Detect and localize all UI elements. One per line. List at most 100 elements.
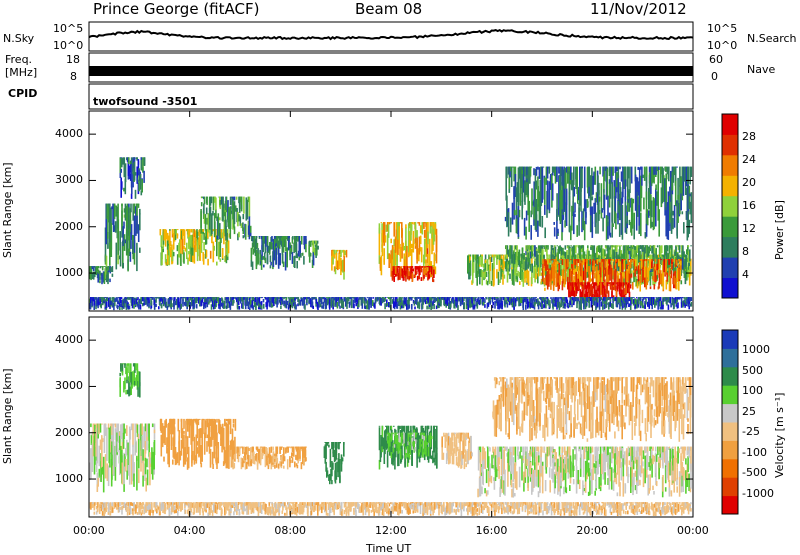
data-cell-power — [545, 297, 547, 300]
data-cell-power — [411, 222, 414, 225]
data-cell-power — [217, 213, 220, 232]
data-cell-power — [506, 297, 508, 301]
data-cell-velocity — [124, 363, 126, 366]
data-cell-power — [138, 304, 140, 310]
data-cell-power — [560, 198, 562, 222]
data-cell-power — [143, 297, 145, 302]
data-cell-power — [432, 297, 434, 299]
data-cell-velocity — [142, 475, 144, 487]
data-cell-velocity — [253, 455, 256, 465]
data-cell-velocity — [206, 418, 209, 427]
data-cell-power — [498, 260, 501, 271]
data-cell-power — [392, 300, 395, 309]
data-cell-power — [156, 297, 158, 299]
data-cell-power — [188, 298, 190, 306]
data-cell-power — [642, 297, 645, 301]
data-cell-power — [315, 240, 317, 246]
data-cell-velocity — [232, 423, 235, 428]
data-cell-power — [128, 157, 130, 165]
data-cell-velocity — [255, 453, 257, 461]
nsky-trace — [88, 28, 694, 41]
data-cell-power — [617, 166, 620, 179]
data-cell-power — [579, 266, 581, 281]
data-cell-power — [142, 157, 144, 171]
data-cell-power — [258, 236, 261, 239]
data-cell-power — [340, 297, 343, 301]
data-cell-power — [230, 297, 233, 306]
data-cell-power — [588, 297, 590, 303]
data-cell-power — [129, 251, 132, 262]
data-cell-power — [395, 266, 397, 274]
data-cell-power — [438, 297, 440, 302]
data-cell-power — [203, 213, 206, 224]
data-cell-power — [91, 272, 94, 280]
data-cell-power — [370, 297, 373, 305]
data-cell-power — [113, 203, 116, 220]
data-cell-power — [636, 249, 639, 254]
data-cell-power — [131, 297, 134, 303]
data-cell-velocity — [225, 418, 228, 422]
data-cell-power — [667, 304, 670, 310]
data-cell-power — [530, 166, 532, 168]
data-cell-power — [214, 196, 216, 203]
data-cell-power — [90, 273, 92, 281]
data-cell-power — [492, 301, 494, 306]
data-cell-power — [552, 303, 554, 310]
data-cell-power — [111, 297, 114, 300]
data-cell-power — [418, 222, 421, 226]
data-cell-power — [538, 191, 541, 226]
data-cell-velocity — [120, 424, 122, 439]
data-cell-power — [546, 264, 549, 270]
data-cell-power — [589, 175, 592, 206]
data-cell-power — [368, 301, 370, 310]
data-cell-power — [560, 166, 562, 176]
data-cell-power — [594, 252, 596, 264]
data-cell-power — [558, 166, 560, 174]
data-cell-power — [124, 297, 127, 300]
data-cell-power — [687, 166, 689, 184]
data-cell-power — [573, 297, 575, 299]
data-cell-power — [411, 273, 414, 282]
data-cell-power — [599, 290, 601, 302]
data-cell-power — [390, 222, 392, 224]
data-cell-power — [123, 187, 125, 192]
data-cell-power — [665, 279, 668, 290]
data-cell-power — [502, 272, 504, 285]
data-cell-power — [285, 297, 288, 301]
data-cell-velocity — [139, 371, 141, 387]
data-cell-power — [645, 191, 648, 231]
data-cell-power — [417, 301, 419, 309]
data-cell-power — [385, 297, 387, 299]
data-cell-velocity — [232, 440, 235, 447]
data-cell-power — [601, 282, 604, 293]
data-cell-velocity — [187, 418, 189, 432]
data-cell-power — [664, 245, 666, 256]
data-cell-power — [662, 304, 664, 310]
data-cell-power — [576, 259, 578, 268]
data-cell-power — [672, 166, 675, 183]
data-cell-power — [597, 270, 599, 289]
data-cell-power — [199, 234, 202, 252]
data-cell-power — [412, 249, 415, 253]
data-cell-power — [570, 245, 572, 247]
data-cell-velocity — [128, 386, 131, 396]
data-cell-power — [388, 253, 390, 268]
data-cell-power — [512, 251, 515, 268]
data-cell-power — [132, 173, 134, 188]
data-cell-power — [627, 259, 629, 266]
data-cell-power — [247, 301, 250, 309]
data-cell-power — [491, 297, 494, 300]
data-cell-power — [682, 250, 684, 263]
data-cell-power — [379, 297, 381, 299]
data-cell-power — [269, 242, 271, 251]
data-cell-power — [401, 228, 403, 259]
data-cell-power — [534, 260, 536, 267]
data-cell-power — [433, 252, 436, 271]
data-cell-power — [612, 262, 614, 276]
data-cell-velocity — [160, 418, 163, 433]
data-cell-power — [642, 269, 645, 281]
data-cell-power — [686, 211, 689, 241]
data-cell-velocity — [119, 431, 121, 456]
data-cell-power — [319, 297, 322, 303]
data-cell-power — [686, 249, 688, 255]
